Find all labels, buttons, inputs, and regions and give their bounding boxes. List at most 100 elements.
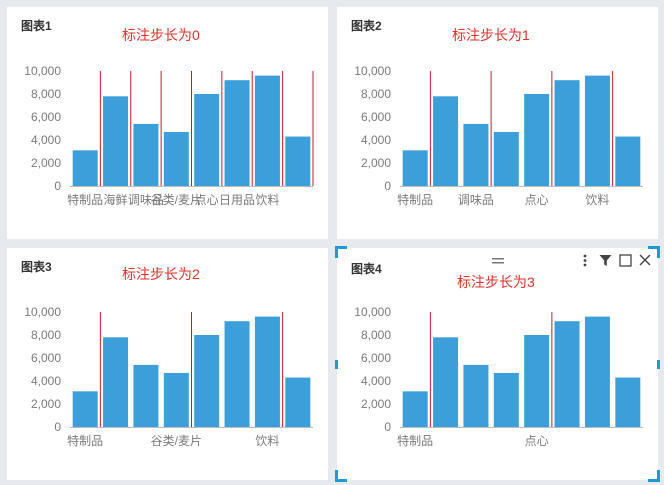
bar bbox=[584, 75, 610, 186]
y-tick-label: 0 bbox=[54, 420, 61, 434]
drag-handle-icon[interactable] bbox=[491, 251, 504, 264]
resize-handle-bottom-left[interactable] bbox=[335, 479, 347, 482]
bar bbox=[554, 321, 580, 427]
x-tick-label: 特制品 bbox=[67, 433, 103, 448]
y-tick-label: 8,000 bbox=[31, 328, 61, 342]
x-tick-label: 点心 bbox=[525, 434, 549, 448]
y-tick-label: 0 bbox=[384, 179, 391, 193]
bar bbox=[163, 131, 189, 186]
bar bbox=[285, 136, 311, 186]
bar bbox=[402, 150, 428, 186]
chart-panel-2[interactable]: 图表2 标注步长为1 0 2,000 4,000 6,000 8,000 10,000 特制… bbox=[337, 7, 658, 239]
x-tick-label: 特制品 bbox=[67, 192, 103, 207]
x-tick-label: 点心 bbox=[525, 193, 549, 207]
x-tick-label: 饮料 bbox=[255, 434, 279, 448]
y-tick-label: 0 bbox=[54, 179, 61, 193]
y-tick-label: 8,000 bbox=[361, 328, 391, 342]
x-tick-label: 日用品 bbox=[219, 193, 255, 207]
y-tick-label: 2,000 bbox=[31, 397, 61, 411]
y-tick-label: 2,000 bbox=[361, 397, 391, 411]
bar bbox=[493, 131, 519, 186]
y-tick-label: 8,000 bbox=[31, 87, 61, 101]
more-vertical-icon[interactable] bbox=[578, 253, 592, 267]
bar bbox=[285, 377, 311, 427]
panel-title: 图表1 bbox=[21, 19, 52, 33]
bar bbox=[224, 80, 250, 186]
bar bbox=[194, 94, 220, 186]
y-tick-label: 10,000 bbox=[24, 64, 61, 78]
filter-icon[interactable] bbox=[598, 253, 612, 267]
bar-chart: 0 2,000 4,000 6,000 8,000 10,000 特制品 谷类/麦片 饮料 bbox=[24, 305, 313, 448]
bar bbox=[72, 150, 98, 186]
x-tick-label: 谷类/麦片 bbox=[151, 193, 202, 207]
y-tick-label: 6,000 bbox=[361, 351, 391, 365]
annotation-label: 标注步长为3 bbox=[457, 274, 535, 290]
bar bbox=[615, 377, 641, 427]
y-tick-label: 10,000 bbox=[354, 305, 391, 319]
bar bbox=[72, 391, 98, 427]
resize-handle-top-left[interactable] bbox=[335, 246, 347, 249]
y-tick-label: 2,000 bbox=[31, 156, 61, 170]
y-tick-label: 4,000 bbox=[31, 374, 61, 388]
panel-toolbar bbox=[578, 253, 652, 267]
x-tick-label: 海鲜 bbox=[104, 192, 128, 207]
maximize-icon[interactable] bbox=[618, 253, 632, 267]
bar-chart: 0 2,000 4,000 6,000 8,000 10,000 特制品 点心 bbox=[354, 305, 643, 448]
resize-handle-right[interactable] bbox=[657, 360, 660, 369]
y-tick-label: 10,000 bbox=[24, 305, 61, 319]
bar bbox=[615, 136, 641, 186]
panel-title: 图表2 bbox=[351, 19, 382, 33]
bar bbox=[584, 316, 610, 427]
annotation-label: 标注步长为0 bbox=[122, 27, 200, 43]
x-tick-label: 饮料 bbox=[255, 193, 279, 207]
resize-handle-top-right[interactable] bbox=[657, 246, 660, 258]
annotation-label: 标注步长为2 bbox=[122, 266, 200, 282]
chart-panel-4[interactable]: 图表4 标注步长为3 0 2,000 4,000 6,000 8,000 10,000 特制… bbox=[335, 246, 660, 482]
x-tick-label: 调味品 bbox=[458, 193, 494, 207]
resize-handle-bottom-left[interactable] bbox=[335, 470, 338, 482]
chart-panel-1[interactable]: 图表1 标注步长为0 0 2,000 4,000 6,000 8,000 10,000 特制… bbox=[7, 7, 328, 239]
y-tick-label: 4,000 bbox=[31, 133, 61, 147]
bar bbox=[463, 123, 489, 186]
bar bbox=[133, 364, 159, 427]
y-tick-label: 6,000 bbox=[31, 351, 61, 365]
bar bbox=[463, 364, 489, 427]
y-tick-label: 10,000 bbox=[354, 64, 391, 78]
resize-handle-bottom-right[interactable] bbox=[648, 479, 660, 482]
annotation-label: 标注步长为1 bbox=[452, 27, 530, 43]
bar bbox=[194, 335, 220, 427]
bar bbox=[524, 335, 550, 427]
x-tick-label: 特制品 bbox=[397, 433, 433, 448]
panel-title: 图表4 bbox=[351, 262, 382, 276]
resize-handle-left[interactable] bbox=[335, 360, 338, 369]
bar bbox=[133, 123, 159, 186]
y-tick-label: 4,000 bbox=[361, 133, 391, 147]
bar-chart: 0 2,000 4,000 6,000 8,000 10,000 特制品 调味品 点心 饮料 bbox=[354, 64, 643, 207]
bar bbox=[493, 372, 519, 427]
x-tick-label: 谷类/麦片 bbox=[151, 434, 202, 448]
bar bbox=[254, 316, 280, 427]
bar bbox=[433, 96, 459, 186]
bar bbox=[103, 96, 129, 186]
y-tick-label: 4,000 bbox=[361, 374, 391, 388]
close-icon[interactable] bbox=[638, 253, 652, 267]
bar bbox=[524, 94, 550, 186]
panel-title: 图表3 bbox=[21, 260, 52, 274]
y-tick-label: 2,000 bbox=[361, 156, 391, 170]
x-tick-label: 饮料 bbox=[585, 193, 609, 207]
bar bbox=[402, 391, 428, 427]
resize-handle-top-right[interactable] bbox=[648, 246, 660, 249]
chart-panel-3[interactable]: 图表3 标注步长为2 0 2,000 4,000 6,000 8,000 10,000 特制… bbox=[7, 248, 328, 480]
bar bbox=[163, 372, 189, 427]
y-tick-label: 6,000 bbox=[31, 110, 61, 124]
bar bbox=[433, 337, 459, 427]
bar-chart: 0 2,000 4,000 6,000 8,000 10,000 特制品 海鲜 调味品谷类/麦片… bbox=[24, 64, 314, 207]
y-tick-label: 6,000 bbox=[361, 110, 391, 124]
bar bbox=[224, 321, 250, 427]
resize-handle-top-left[interactable] bbox=[335, 246, 338, 258]
x-tick-label: 特制品 bbox=[397, 192, 433, 207]
resize-handle-bottom-right[interactable] bbox=[657, 470, 660, 482]
x-tick-label: 调味品 bbox=[128, 193, 164, 207]
bar bbox=[554, 80, 580, 186]
y-tick-label: 0 bbox=[384, 420, 391, 434]
